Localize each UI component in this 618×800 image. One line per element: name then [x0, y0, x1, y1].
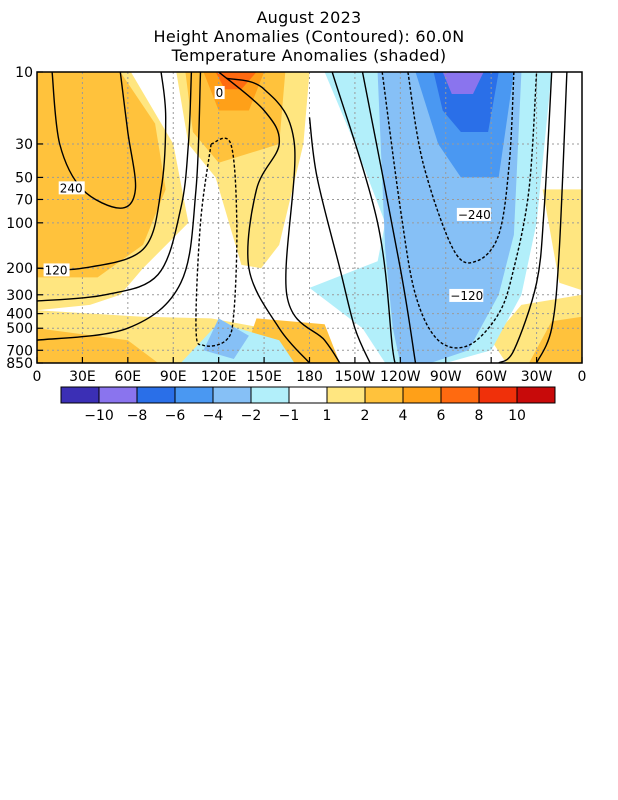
colorbar-swatch-7 — [326, 386, 366, 404]
contour-label-10: −120 — [450, 289, 483, 303]
x-tick-label-12: 0 — [578, 369, 587, 385]
colorbar-label-10: 8 — [475, 408, 484, 424]
y-tick-label-6: 300 — [6, 288, 33, 304]
contour-label-0: 240 — [60, 181, 83, 195]
colorbar-swatch-10 — [440, 386, 480, 404]
colorbar-swatch-8 — [364, 386, 404, 404]
y-tick-label-10: 850 — [6, 356, 33, 372]
chart-subtitle-contours: Height Anomalies (Contoured): 60.0N — [153, 27, 465, 46]
contour-label-bg-9 — [456, 207, 491, 221]
x-tick-label-10: 60W — [475, 369, 507, 385]
chart-titles: August 2023 Height Anomalies (Contoured)… — [0, 8, 618, 65]
colorbar-label-0: −10 — [84, 408, 114, 424]
chart-subtitle-shading: Temperature Anomalies (shaded) — [171, 46, 447, 65]
contour-label-bg-1 — [43, 263, 70, 277]
contour-label-bg-10 — [449, 288, 484, 302]
contour-9 — [407, 72, 515, 264]
contour-0 — [51, 72, 137, 209]
x-tick-label-6: 180 — [296, 369, 323, 385]
contour-4 — [218, 72, 311, 363]
colorbar-label-6: 1 — [323, 408, 332, 424]
dashed-contour-0 — [195, 137, 238, 347]
colorbar-swatch-5 — [250, 386, 290, 404]
shaded-region-1 — [37, 72, 166, 278]
colorbar-label-8: 4 — [399, 408, 408, 424]
contour-12 — [535, 72, 568, 363]
contour-2 — [37, 72, 193, 302]
colorbar-label-3: −4 — [203, 408, 224, 424]
colorbar-swatch-2 — [136, 386, 176, 404]
colorbar-swatch-11 — [478, 386, 518, 404]
shaded-region-5 — [215, 72, 257, 90]
shaded-region-3 — [185, 72, 286, 163]
x-tick-label-8: 120W — [380, 369, 421, 385]
x-tick-label-9: 90W — [430, 369, 462, 385]
y-tick-label-4: 100 — [6, 216, 33, 232]
colorbar-swatch-3 — [174, 386, 214, 404]
x-tick-label-2: 60E — [114, 369, 141, 385]
contour-11 — [498, 72, 553, 363]
y-tick-label-7: 400 — [6, 307, 33, 323]
colorbar: −10 −8 −6 −4 −2 −1 1 2 4 6 8 10 — [60, 386, 556, 424]
colorbar-swatch-6 — [288, 386, 328, 404]
colorbar-swatch-0 — [60, 386, 100, 404]
colorbar-label-4: −2 — [241, 408, 262, 424]
x-tick-label-11: 30W — [521, 369, 553, 385]
contour-label-bg-5 — [214, 86, 225, 100]
contour-label-5: 0 — [216, 86, 224, 100]
x-tick-label-0: 0 — [33, 369, 42, 385]
contour-6 — [308, 117, 371, 363]
colorbar-swatch-1 — [98, 386, 138, 404]
colorbar-label-7: 2 — [361, 408, 370, 424]
colorbar-label-5: −1 — [279, 408, 300, 424]
colorbar-label-2: −6 — [165, 408, 186, 424]
contour-5 — [225, 77, 341, 363]
y-tick-label-5: 200 — [6, 261, 33, 277]
colorbar-swatch-9 — [402, 386, 442, 404]
temperature-shading — [37, 72, 582, 363]
contour-label-bg-0 — [58, 181, 85, 195]
colorbar-swatch-12 — [516, 386, 556, 404]
contour-3 — [37, 72, 202, 341]
y-tick-label-0: 10 — [15, 65, 33, 81]
x-tick-label-5: 150E — [246, 369, 282, 385]
y-tick-label-1: 30 — [15, 137, 33, 153]
shaded-region-9 — [542, 189, 582, 291]
contour-labels: 240 120 0 −240 −120 — [43, 86, 491, 303]
y-tick-label-2: 50 — [15, 170, 33, 186]
x-tick-label-4: 120E — [201, 369, 237, 385]
x-tick-label-1: 30E — [69, 369, 96, 385]
contour-8 — [361, 72, 417, 363]
contour-label-9: −240 — [458, 208, 491, 222]
y-tick-label-9: 700 — [6, 343, 33, 359]
contour-10 — [381, 72, 538, 349]
x-tick-label-7: 150W — [335, 369, 376, 385]
axes: 0 30E 60E 90E 120E 150E 180 150W 120W 90W 60W 30W 0 1… — [6, 65, 586, 385]
colorbar-swatch-4 — [212, 386, 252, 404]
shaded-region-15 — [203, 318, 249, 359]
y-tick-label-3: 70 — [15, 192, 33, 208]
x-tick-label-3: 90E — [160, 369, 187, 385]
shaded-region-18 — [442, 72, 484, 94]
y-tick-label-8: 500 — [6, 321, 33, 337]
colorbar-label-11: 10 — [508, 408, 526, 424]
chart-title: August 2023 — [256, 8, 362, 27]
colorbar-label-1: −8 — [127, 408, 148, 424]
contour-1 — [37, 72, 167, 271]
colorbar-label-9: 6 — [437, 408, 446, 424]
contour-label-1: 120 — [45, 263, 68, 277]
shaded-region-7 — [37, 328, 159, 363]
